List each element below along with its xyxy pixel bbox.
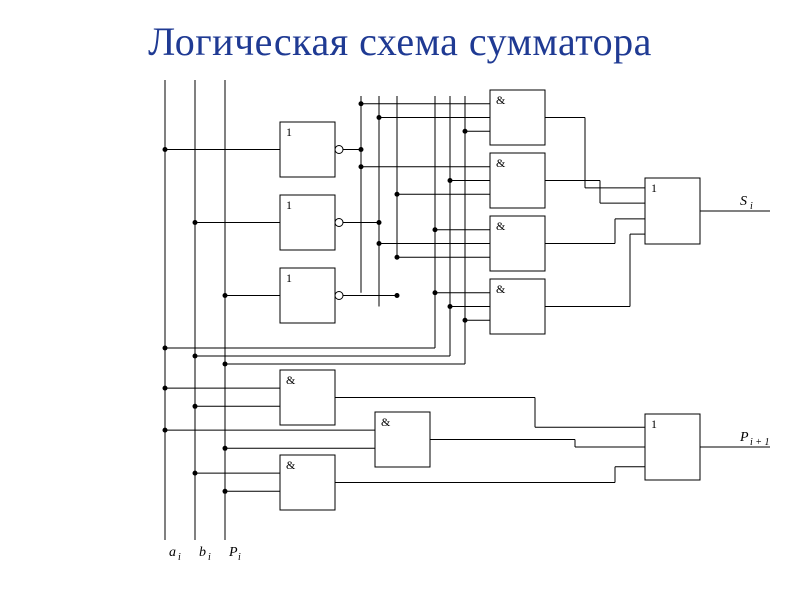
svg-text:S: S (740, 194, 747, 209)
svg-text:b: b (199, 545, 206, 560)
svg-text:1: 1 (286, 271, 292, 285)
svg-text:&: & (496, 93, 506, 107)
svg-text:1: 1 (286, 125, 292, 139)
svg-text:i: i (178, 552, 181, 563)
svg-text:1: 1 (651, 181, 657, 195)
svg-text:P: P (739, 430, 749, 445)
svg-text:&: & (496, 219, 506, 233)
svg-text:&: & (381, 415, 391, 429)
svg-text:&: & (496, 156, 506, 170)
svg-text:i: i (208, 552, 211, 563)
svg-text:i: i (750, 201, 753, 212)
svg-text:P: P (228, 545, 238, 560)
svg-text:&: & (286, 458, 296, 472)
svg-text:i: i (238, 552, 241, 563)
svg-text:&: & (496, 282, 506, 296)
svg-text:1: 1 (286, 198, 292, 212)
svg-text:&: & (286, 373, 296, 387)
svg-text:i + 1: i + 1 (750, 437, 770, 448)
svg-text:a: a (169, 545, 176, 560)
logic-diagram: aibiPi111&&&&&&&11SiPi + 1 (0, 0, 800, 600)
svg-text:1: 1 (651, 417, 657, 431)
